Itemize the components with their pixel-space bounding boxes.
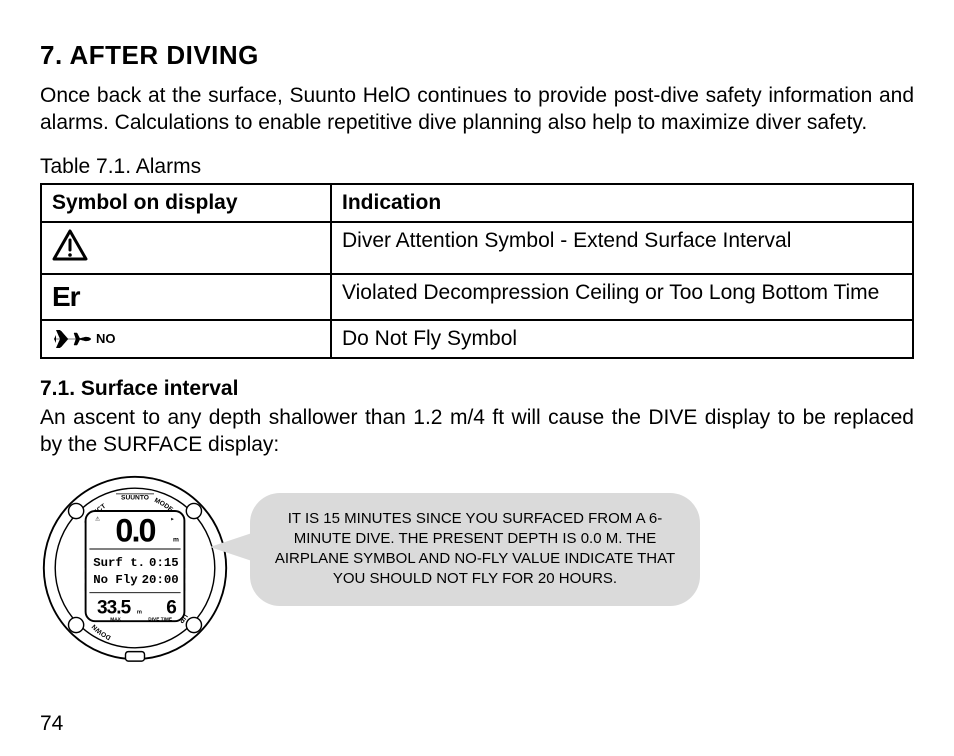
maxdepth-unit: m [137, 609, 142, 615]
nofly-value: 20:00 [142, 573, 179, 587]
warning-icon [52, 229, 88, 261]
col-indication-header: Indication [331, 184, 913, 222]
surf-label: Surf t. [93, 556, 145, 570]
table-row: Diver Attention Symbol - Extend Surface … [41, 222, 913, 274]
airplane-icon [52, 327, 92, 351]
subsection-heading: 7.1. Surface interval [40, 377, 914, 401]
symbol-cell-er: Er [41, 274, 331, 320]
intro-paragraph: Once back at the surface, Suunto HelO co… [40, 83, 914, 137]
figure-row: SUUNTO SELECT MODE DOWN UP [40, 473, 914, 663]
symbol-cell-nofly: NO [41, 320, 331, 358]
symbol-cell-warning [41, 222, 331, 274]
table-row: NO Do Not Fly Symbol [41, 320, 913, 358]
subsection-body: An ascent to any depth shallower than 1.… [40, 405, 914, 459]
nofly-label: No Fly [93, 573, 138, 587]
divetime-label: DIVE TIME [148, 616, 172, 622]
table-caption: Table 7.1. Alarms [40, 155, 914, 179]
maxdepth-value: 33.5 [97, 597, 132, 618]
svg-text:⚠: ⚠ [95, 515, 101, 522]
table-header-row: Symbol on display Indication [41, 184, 913, 222]
alarms-table: Symbol on display Indication Diver Atten… [40, 183, 914, 359]
max-label: MAX [110, 616, 121, 622]
callout-bubble: IT IS 15 MINUTES SINCE YOU SURFACED FROM… [250, 493, 700, 606]
indication-cell: Do Not Fly Symbol [331, 320, 913, 358]
depth-value: 0.0 [115, 512, 155, 548]
nofly-text: NO [96, 331, 116, 346]
page-number: 74 [40, 712, 63, 736]
section-heading: 7. AFTER DIVING [40, 40, 914, 71]
er-icon: Er [52, 281, 80, 312]
indication-cell: Violated Decompression Ceiling or Too Lo… [331, 274, 913, 320]
divetime-value: 6 [166, 597, 177, 618]
svg-text:▸: ▸ [171, 516, 174, 522]
surf-value: 0:15 [149, 556, 179, 570]
depth-unit: m [173, 536, 179, 543]
table-row: Er Violated Decompression Ceiling or Too… [41, 274, 913, 320]
indication-cell: Diver Attention Symbol - Extend Surface … [331, 222, 913, 274]
dive-computer-illustration: SUUNTO SELECT MODE DOWN UP [40, 473, 230, 663]
col-symbol-header: Symbol on display [41, 184, 331, 222]
brand-label: SUUNTO [121, 494, 149, 501]
